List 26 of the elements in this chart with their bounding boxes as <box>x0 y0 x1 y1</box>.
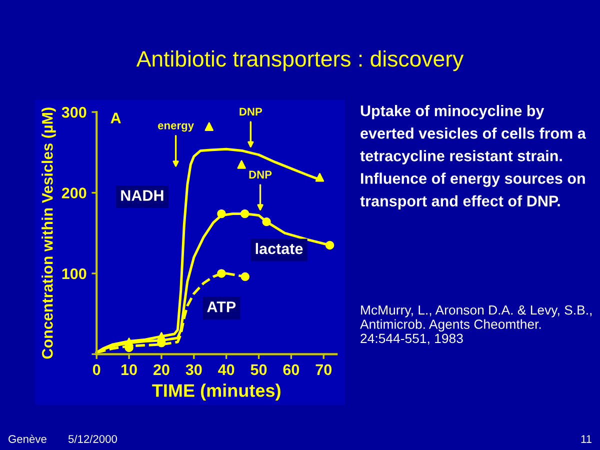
annotation: A <box>110 112 121 124</box>
text: Genève <box>8 434 46 443</box>
text: 5/12/2000 <box>68 434 117 443</box>
annotation: DNP <box>240 108 262 116</box>
x-tick-label: 50 <box>250 364 267 376</box>
x-tick-label: 30 <box>186 364 202 376</box>
x-tick-label: 40 <box>218 364 234 376</box>
chart-title: Antibiotic transporters : discovery <box>136 50 464 72</box>
annotation: lactate <box>256 242 303 254</box>
x-axis-title: TIME (minutes) <box>152 384 280 400</box>
x-tick-label: 60 <box>283 364 300 376</box>
y-tick-label: 300 <box>62 106 86 118</box>
annotation: ATP <box>207 302 236 312</box>
x-tick-label: 20 <box>154 364 170 376</box>
text: Uptake of minocycline by everted vesicles of cells from a tetracycline resistant strain. Influence of energy sources on transport and effect of DNP. <box>360 105 586 210</box>
x-tick-label: 0 <box>92 364 100 376</box>
text: McMurry, L., Aronson D.A. & Levy, S.B., Antimicrob. Agents Cheomther. 24:544-551, 1983 <box>360 305 592 345</box>
y-tick-label: 100 <box>62 268 86 280</box>
text: 11 <box>581 435 592 443</box>
x-tick-label: 70 <box>316 364 332 376</box>
annotation: DNP <box>249 170 272 178</box>
y-axis-title: Concentration within Vesicles (µM) <box>42 108 56 359</box>
y-tick-label: 200 <box>62 188 86 198</box>
annotation: energy <box>158 123 194 132</box>
x-tick-label: 10 <box>122 364 137 376</box>
annotation: NADH <box>121 190 164 201</box>
